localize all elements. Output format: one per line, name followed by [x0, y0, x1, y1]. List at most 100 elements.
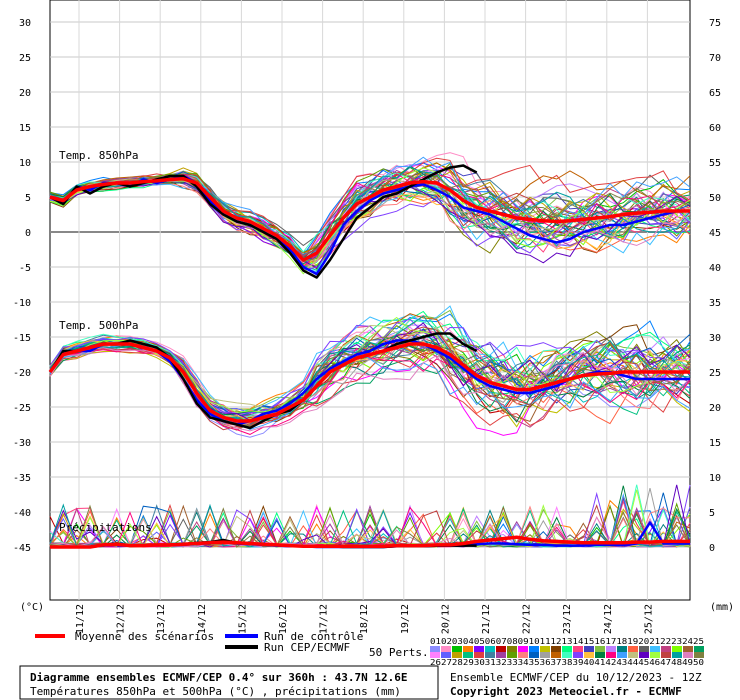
- right-tick-label: 50: [709, 193, 721, 204]
- legend-pert-swatch: [529, 646, 539, 652]
- legend-pert-swatch: [694, 652, 704, 658]
- x-tick-label: 16/12: [278, 604, 289, 634]
- footer-run-info: Ensemble ECMWF/CEP du 10/12/2023 - 12Z: [450, 671, 702, 684]
- x-axis-labels: 11/12 12/12 13/12 14/12 15/12 16/12 17/12 18/12…: [75, 604, 654, 634]
- legend-pert-swatch: [650, 646, 660, 652]
- legend-pert-swatch: [452, 646, 462, 652]
- x-tick-label: 18/12: [359, 604, 370, 634]
- x-tick-label: 15/12: [237, 604, 248, 634]
- legend-pert-swatch: [628, 652, 638, 658]
- panel-label-t500: Temp. 500hPa: [59, 319, 138, 332]
- legend-pert-swatch: [430, 646, 440, 652]
- left-tick-label: 30: [19, 18, 31, 29]
- left-tick-label: -45: [13, 543, 31, 554]
- pert-line-t500: [49, 318, 691, 415]
- left-tick-label: -35: [13, 473, 31, 484]
- series-line-precip: [50, 535, 690, 549]
- legend-pert-swatch: [595, 646, 605, 652]
- legend-perts-label: 50 Perts.: [369, 646, 429, 659]
- legend-pert-swatch: [518, 652, 528, 658]
- legend-pert-swatch: [672, 652, 682, 658]
- legend-pert-swatches: [430, 646, 704, 658]
- legend-pert-swatch: [661, 646, 671, 652]
- footer-subtitle: Températures 850hPa et 500hPa (°C) , pré…: [30, 685, 401, 698]
- x-tick-label: 23/12: [562, 604, 573, 634]
- legend-pert-swatch: [485, 652, 495, 658]
- left-tick-label: 5: [25, 193, 31, 204]
- legend-pert-swatch: [463, 646, 473, 652]
- legend-pert-swatch: [463, 652, 473, 658]
- legend-pert-swatch: [617, 652, 627, 658]
- legend-pert-swatch: [518, 646, 528, 652]
- legend-pert-swatch: [562, 646, 572, 652]
- left-tick-label: 10: [19, 158, 31, 169]
- left-tick-label: -25: [13, 403, 31, 414]
- right-tick-label: 70: [709, 53, 721, 64]
- pert-line-t850: [49, 173, 691, 258]
- right-unit-label: (mm): [710, 602, 734, 613]
- x-tick-label: 14/12: [197, 604, 208, 634]
- legend-pert-swatch: [441, 646, 451, 652]
- legend-control-label: Run de contrôle: [264, 630, 363, 643]
- right-tick-label: 5: [709, 508, 715, 519]
- footer-box: [19, 665, 439, 700]
- left-tick-label: -30: [13, 438, 31, 449]
- panel-label-precip: Précipitations: [59, 521, 152, 534]
- right-tick-label: 10: [709, 473, 721, 484]
- legend-pert-swatch: [573, 652, 583, 658]
- pert-line-t850: [49, 175, 691, 263]
- legend-pert-swatch: [507, 652, 517, 658]
- right-tick-label: 20: [709, 403, 721, 414]
- right-tick-label: 55: [709, 158, 721, 169]
- plot-area: [49, 0, 691, 601]
- legend-pert-swatch: [507, 646, 517, 652]
- legend-pert-swatch: [540, 646, 550, 652]
- x-tick-label: 13/12: [156, 604, 167, 634]
- legend-pert-swatch: [529, 652, 539, 658]
- legend-pert-swatch: [485, 646, 495, 652]
- legend-pert-swatch: [496, 652, 506, 658]
- legend-pert-swatch: [595, 652, 605, 658]
- legend-pert-swatch: [430, 652, 440, 658]
- left-tick-label: -5: [19, 263, 31, 274]
- right-tick-label: 35: [709, 298, 721, 309]
- legend-pert-swatch: [474, 646, 484, 652]
- right-tick-label: 75: [709, 18, 721, 29]
- legend: Moyenne des scénarios Run de contrôle Ru…: [35, 630, 704, 667]
- x-tick-label: 12/12: [116, 604, 127, 634]
- x-tick-label: 24/12: [603, 604, 614, 634]
- legend-pert-swatch: [441, 652, 451, 658]
- right-tick-label: 45: [709, 228, 721, 239]
- legend-pert-swatch: [672, 646, 682, 652]
- left-tick-label: 0: [25, 228, 31, 239]
- left-tick-label: -10: [13, 298, 31, 309]
- legend-pert-swatch: [551, 652, 561, 658]
- right-tick-label: 60: [709, 123, 721, 134]
- series-line-t500: [48, 342, 690, 423]
- x-tick-label: 22/12: [522, 604, 533, 634]
- legend-pert-numbers-row1: 0102030405060708091011121314151617181920…: [430, 637, 704, 646]
- legend-pert-swatch: [639, 646, 649, 652]
- legend-pert-swatch: [584, 652, 594, 658]
- legend-pert-swatch: [617, 646, 627, 652]
- x-tick-label: 11/12: [75, 604, 86, 634]
- left-unit-label: (°C): [20, 602, 44, 613]
- legend-pert-swatch: [661, 652, 671, 658]
- x-tick-label: 21/12: [481, 604, 492, 634]
- x-tick-label: 20/12: [440, 604, 451, 634]
- left-tick-label: -40: [13, 508, 31, 519]
- left-tick-label: 15: [19, 123, 31, 134]
- pert-line-t850: [49, 157, 691, 262]
- legend-pert-swatch: [496, 646, 506, 652]
- x-tick-label: 25/12: [643, 604, 654, 634]
- right-tick-label: 25: [709, 368, 721, 379]
- footer-copyright: Copyright 2023 Meteociel.fr - ECMWF: [450, 685, 682, 698]
- x-tick-label: 17/12: [319, 604, 330, 634]
- left-tick-label: 20: [19, 88, 31, 99]
- left-tick-label: -15: [13, 333, 31, 344]
- panel-label-t850: Temp. 850hPa: [59, 149, 138, 162]
- main-series-lines: [48, 164, 690, 549]
- series-line-t850: [49, 177, 690, 262]
- legend-pert-swatch: [650, 652, 660, 658]
